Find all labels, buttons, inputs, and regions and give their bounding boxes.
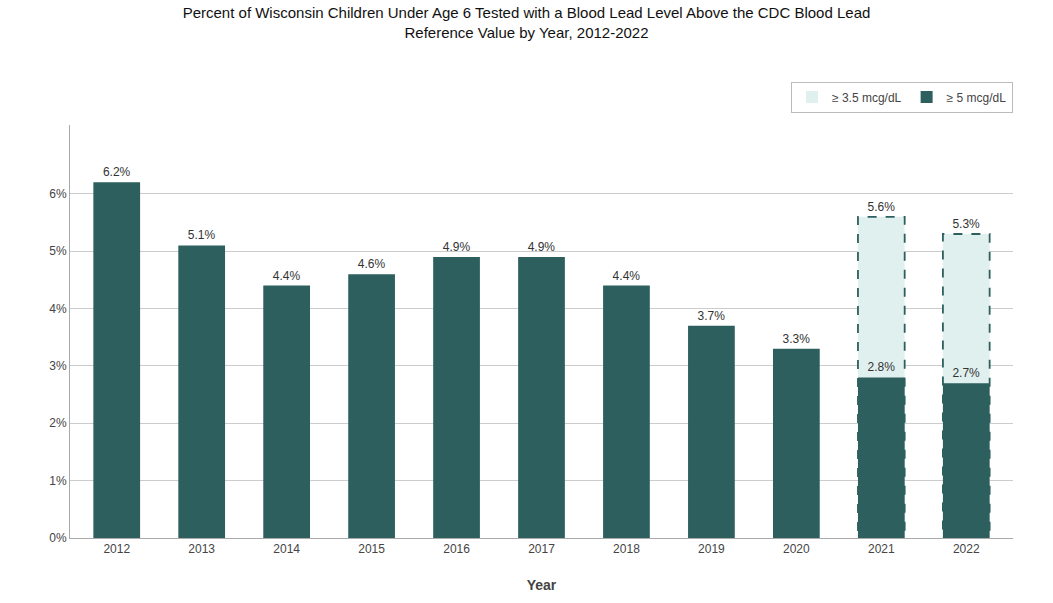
svg-text:5.3%: 5.3% [952, 217, 980, 231]
svg-text:2022: 2022 [953, 542, 980, 556]
svg-text:4.9%: 4.9% [528, 240, 556, 254]
svg-text:2013: 2013 [188, 542, 215, 556]
svg-text:3%: 3% [49, 359, 67, 373]
svg-text:5.6%: 5.6% [867, 200, 895, 214]
svg-text:2012: 2012 [103, 542, 130, 556]
svg-text:2021: 2021 [868, 542, 895, 556]
svg-text:5%: 5% [49, 244, 67, 258]
svg-text:2017: 2017 [528, 542, 555, 556]
svg-text:4.4%: 4.4% [273, 269, 301, 283]
svg-text:2020: 2020 [783, 542, 810, 556]
svg-text:2015: 2015 [358, 542, 385, 556]
svg-text:6%: 6% [49, 187, 67, 201]
svg-text:1%: 1% [49, 474, 67, 488]
svg-text:2.7%: 2.7% [952, 366, 980, 380]
svg-text:3.7%: 3.7% [698, 309, 726, 323]
svg-text:2019: 2019 [698, 542, 725, 556]
svg-text:2014: 2014 [273, 542, 300, 556]
svg-text:Year: Year [527, 577, 557, 593]
svg-text:6.2%: 6.2% [103, 165, 131, 179]
svg-text:0%: 0% [49, 531, 67, 545]
svg-text:4.6%: 4.6% [358, 257, 386, 271]
svg-text:3.3%: 3.3% [783, 332, 811, 346]
svg-text:5.1%: 5.1% [188, 228, 216, 242]
svg-text:≥ 5 mcg/dL: ≥ 5 mcg/dL [947, 91, 1007, 105]
svg-text:2%: 2% [49, 416, 67, 430]
svg-text:2018: 2018 [613, 542, 640, 556]
svg-text:2.8%: 2.8% [867, 360, 895, 374]
svg-text:Percent of Wisconsin Children: Percent of Wisconsin Children Under Age … [183, 4, 871, 41]
svg-text:≥ 3.5 mcg/dL: ≥ 3.5 mcg/dL [832, 91, 902, 105]
svg-text:2016: 2016 [443, 542, 470, 556]
svg-text:4%: 4% [49, 302, 67, 316]
svg-text:4.4%: 4.4% [613, 269, 641, 283]
svg-text:4.9%: 4.9% [443, 240, 471, 254]
